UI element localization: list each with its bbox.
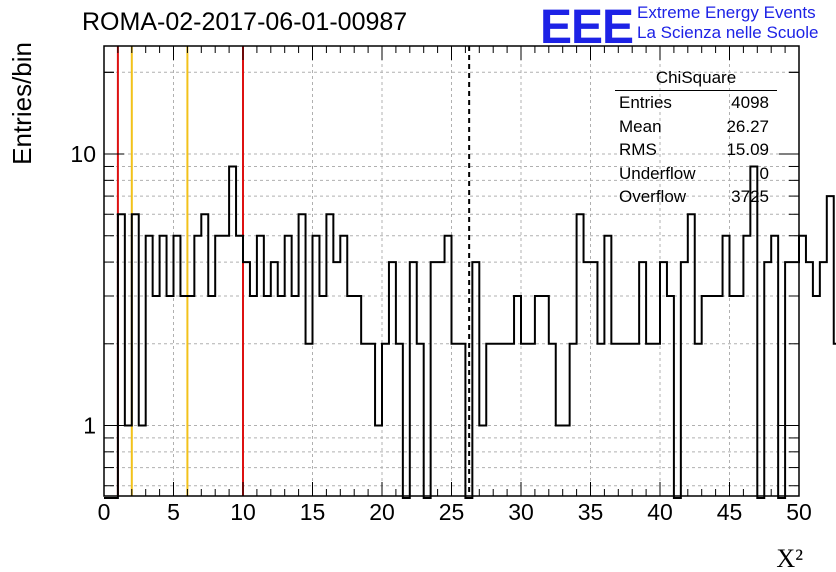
stats-label: RMS [619, 140, 657, 159]
eee-logo: EEE [540, 1, 634, 54]
x-tick-label: 5 [167, 499, 180, 525]
org-name-line1: Extreme Energy Events [637, 3, 816, 22]
stats-value: 15.09 [726, 140, 769, 159]
stats-row-entries: Entries 4098 [611, 91, 781, 115]
axis-ticks [104, 46, 799, 496]
stats-row-mean: Mean 26.27 [611, 115, 781, 139]
stats-value: 0 [759, 163, 769, 183]
y-tick-label: 1 [83, 413, 96, 439]
stats-title: ChiSquare [615, 68, 777, 91]
x-tick-label: 35 [578, 499, 604, 525]
x-tick-label: 30 [508, 499, 534, 525]
org-name-line2: La Scienza nelle Scuole [637, 23, 819, 42]
stats-value: 3725 [731, 187, 769, 206]
stats-label: Overflow [619, 187, 687, 206]
stats-row-underflow: Underflow 0 [611, 162, 781, 186]
stats-value: 4098 [731, 93, 769, 112]
x-tick-label: 25 [439, 499, 465, 525]
stats-row-overflow: Overflow 3725 [611, 185, 781, 209]
x-tick-label: 0 [98, 499, 111, 525]
chart-title: ROMA-02-2017-06-01-00987 [82, 8, 408, 36]
stats-label: Entries [619, 93, 672, 112]
x-tick-label: 40 [647, 499, 673, 525]
x-tick-label: 45 [717, 499, 743, 525]
x-axis-label: X² [776, 544, 803, 572]
stats-label: Underflow [619, 163, 696, 183]
stats-label: Mean [619, 116, 662, 136]
grid [104, 46, 799, 496]
stats-box: ChiSquare Entries 4098 Mean 26.27 RMS 15.09… [611, 68, 781, 209]
y-axis-label: Entries/bin [7, 42, 37, 165]
stats-row-rms: RMS 15.09 [611, 138, 781, 162]
axis-labels: 0 5 10 15 20 25 30 35 40 45 50 1 10 X² Entries/bin [7, 42, 812, 572]
x-tick-label: 20 [369, 499, 395, 525]
x-tick-label: 10 [230, 499, 256, 525]
x-tick-label: 50 [786, 499, 812, 525]
stats-value: 26.27 [726, 116, 769, 136]
histogram-line [104, 165, 836, 499]
y-tick-label: 10 [70, 141, 96, 167]
x-tick-label: 15 [300, 499, 326, 525]
